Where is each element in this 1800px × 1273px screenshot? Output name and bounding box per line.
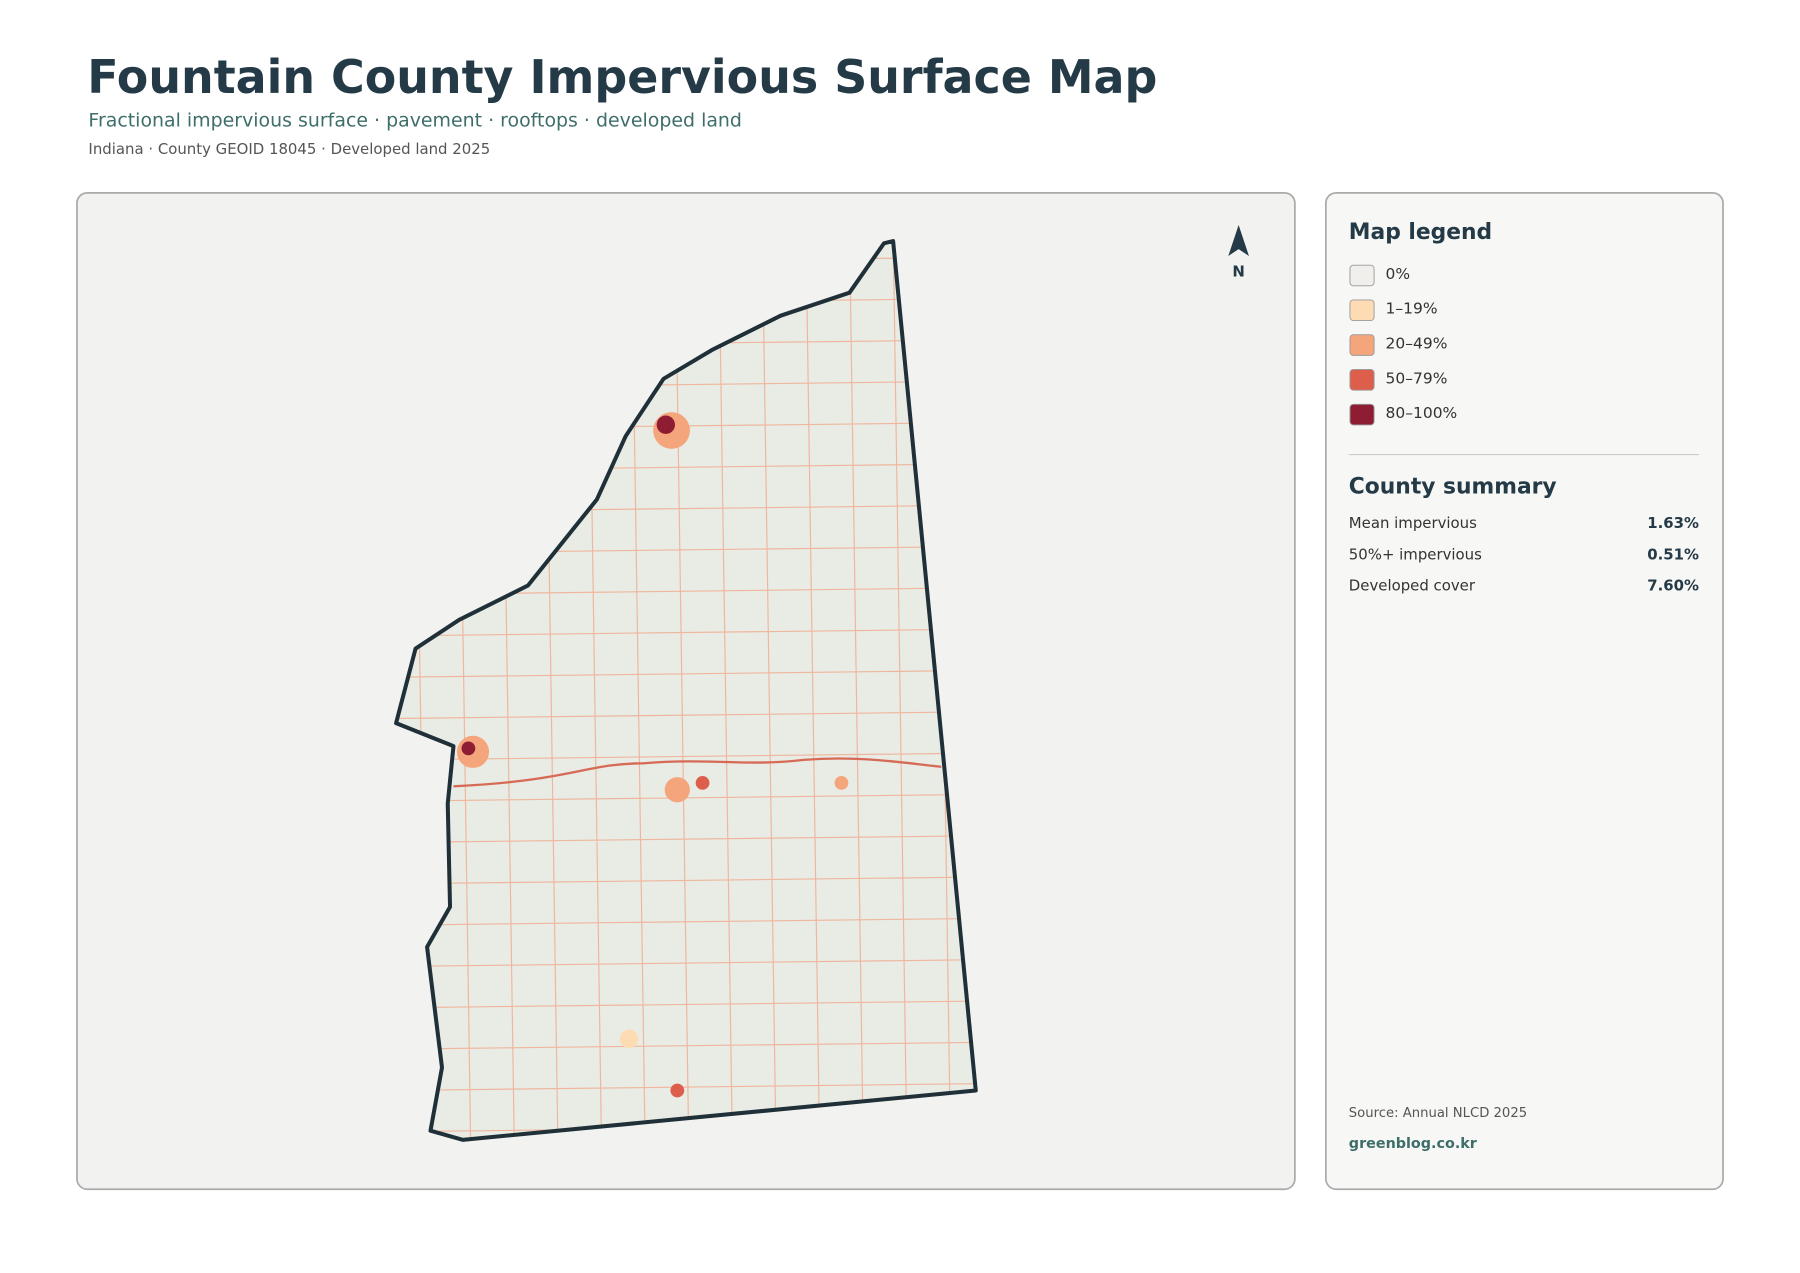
legend-swatch [1349,334,1375,356]
road [396,1041,976,1050]
road [396,669,976,678]
road [396,1000,976,1009]
road [396,628,976,637]
road [396,752,976,761]
summary: Mean impervious 1.63% 50%+ impervious 0.51%… [1349,514,1699,595]
summary-label: Developed cover [1349,577,1476,595]
legend-swatch [1349,299,1375,322]
summary-value: 1.63% [1647,514,1699,532]
meta: Indiana · County GEOID 18045 · Developed… [88,140,490,158]
subtitle: Fractional impervious surface · pavement… [88,109,742,131]
legend-title: Map legend [1349,220,1492,245]
summary-value: 7.60% [1647,577,1699,595]
legend-label: 0% [1386,265,1411,283]
side-panel [1325,191,1724,1191]
legend-swatch [1349,403,1375,426]
credit: greenblog.co.kr [1349,1136,1478,1152]
road [396,876,976,885]
road [674,241,690,1140]
summary-label: Mean impervious [1349,514,1477,532]
north-label: N [1232,263,1244,281]
legend: 0% 1–19% 20–49% 50–79% 80–100% [1349,264,1458,426]
north-arrow [1228,224,1249,256]
road [396,1083,976,1092]
road [396,917,976,926]
legend-label: 20–49% [1386,334,1448,352]
road [396,793,976,802]
source: Source: Annual NLCD 2025 [1349,1106,1527,1121]
road [761,241,777,1140]
road [396,711,976,720]
title: Fountain County Impervious Surface Map [87,50,1157,104]
road [718,241,733,1140]
county-outline [394,239,978,1142]
road [396,959,976,968]
legend-swatch [1349,264,1375,287]
summary-title: County summary [1349,475,1557,500]
legend-label: 50–79% [1386,369,1448,387]
legend-label: 80–100% [1386,404,1458,422]
road [396,835,976,844]
summary-label: 50%+ impervious [1349,545,1482,563]
summary-value: 0.51% [1647,545,1699,563]
legend-swatch [1349,369,1375,391]
legend-label: 1–19% [1386,300,1438,318]
